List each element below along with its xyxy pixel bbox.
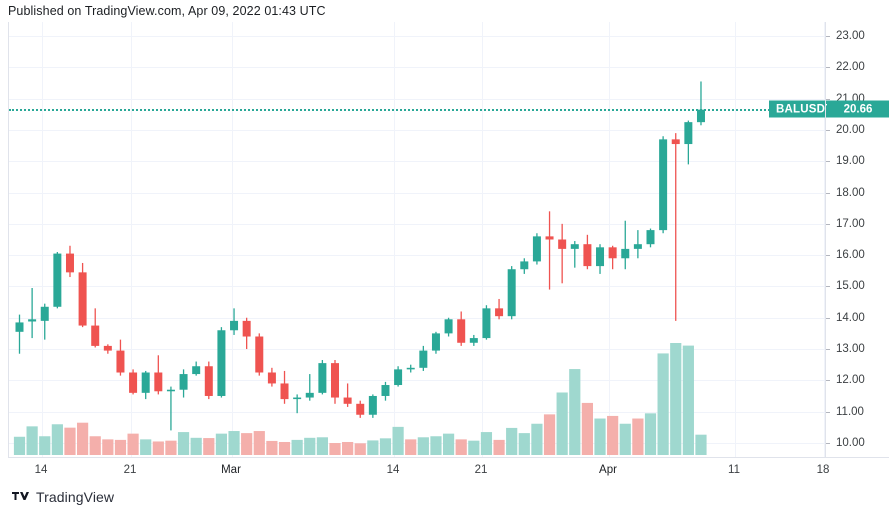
price-tick-dash	[826, 67, 830, 69]
tradingview-logo-icon	[12, 492, 29, 500]
price-tick-dash	[826, 129, 830, 131]
price-tick-dash	[826, 161, 830, 163]
time-tick: Mar	[221, 464, 241, 476]
price-tick: 12.00	[826, 374, 865, 386]
time-axis[interactable]: 14 21 Mar 14 21 Apr 11 18	[8, 457, 889, 483]
price-tick-dash	[826, 255, 830, 257]
price-tick: 19.00	[826, 155, 865, 167]
price-tick-dash	[826, 349, 830, 351]
time-tick: 14	[386, 464, 400, 476]
candlestick-series	[15, 81, 705, 431]
time-tick: Apr	[599, 464, 617, 476]
price-tick: 10.00	[826, 437, 865, 449]
chart-plot-area[interactable]: BALUSDT	[8, 22, 840, 457]
price-tick-dash	[826, 411, 830, 413]
time-tick: 21	[123, 464, 137, 476]
published-caption: Published on TradingView.com, Apr 09, 20…	[8, 4, 326, 18]
price-tick-dash	[826, 380, 830, 382]
price-tick: 18.00	[826, 187, 865, 199]
ticker-tag: BALUSDT	[769, 100, 840, 118]
footer-branding: TradingView	[12, 489, 114, 505]
price-tick-dash	[826, 192, 830, 194]
last-price-badge: 20.66	[827, 100, 889, 118]
tradingview-wordmark: TradingView	[36, 489, 115, 505]
time-tick: 14	[34, 464, 48, 476]
price-tick: 20.00	[826, 124, 865, 136]
time-tick: 21	[474, 464, 488, 476]
price-tick: 14.00	[826, 312, 865, 324]
price-tick: 23.00	[826, 30, 865, 42]
time-tick: 18	[816, 464, 830, 476]
price-tick: 13.00	[826, 343, 865, 355]
price-tick: 16.00	[826, 249, 865, 261]
price-tick-dash	[826, 36, 830, 38]
price-tick-dash	[826, 286, 830, 288]
price-tick: 15.00	[826, 280, 865, 292]
last-price-line	[9, 109, 826, 112]
price-tick-dash	[826, 223, 830, 225]
price-tick: 11.00	[826, 406, 864, 418]
price-tick: 22.00	[826, 61, 865, 73]
price-tick: 17.00	[826, 218, 865, 230]
volume-series	[13, 343, 707, 455]
price-tick-dash	[826, 98, 830, 100]
price-tick-dash	[826, 317, 830, 319]
price-axis[interactable]: 23.00 22.00 21.00 20.00 19.00 18.00 17.00 16.00…	[825, 22, 889, 457]
price-tick-dash	[826, 442, 830, 444]
time-tick: 11	[728, 464, 740, 476]
